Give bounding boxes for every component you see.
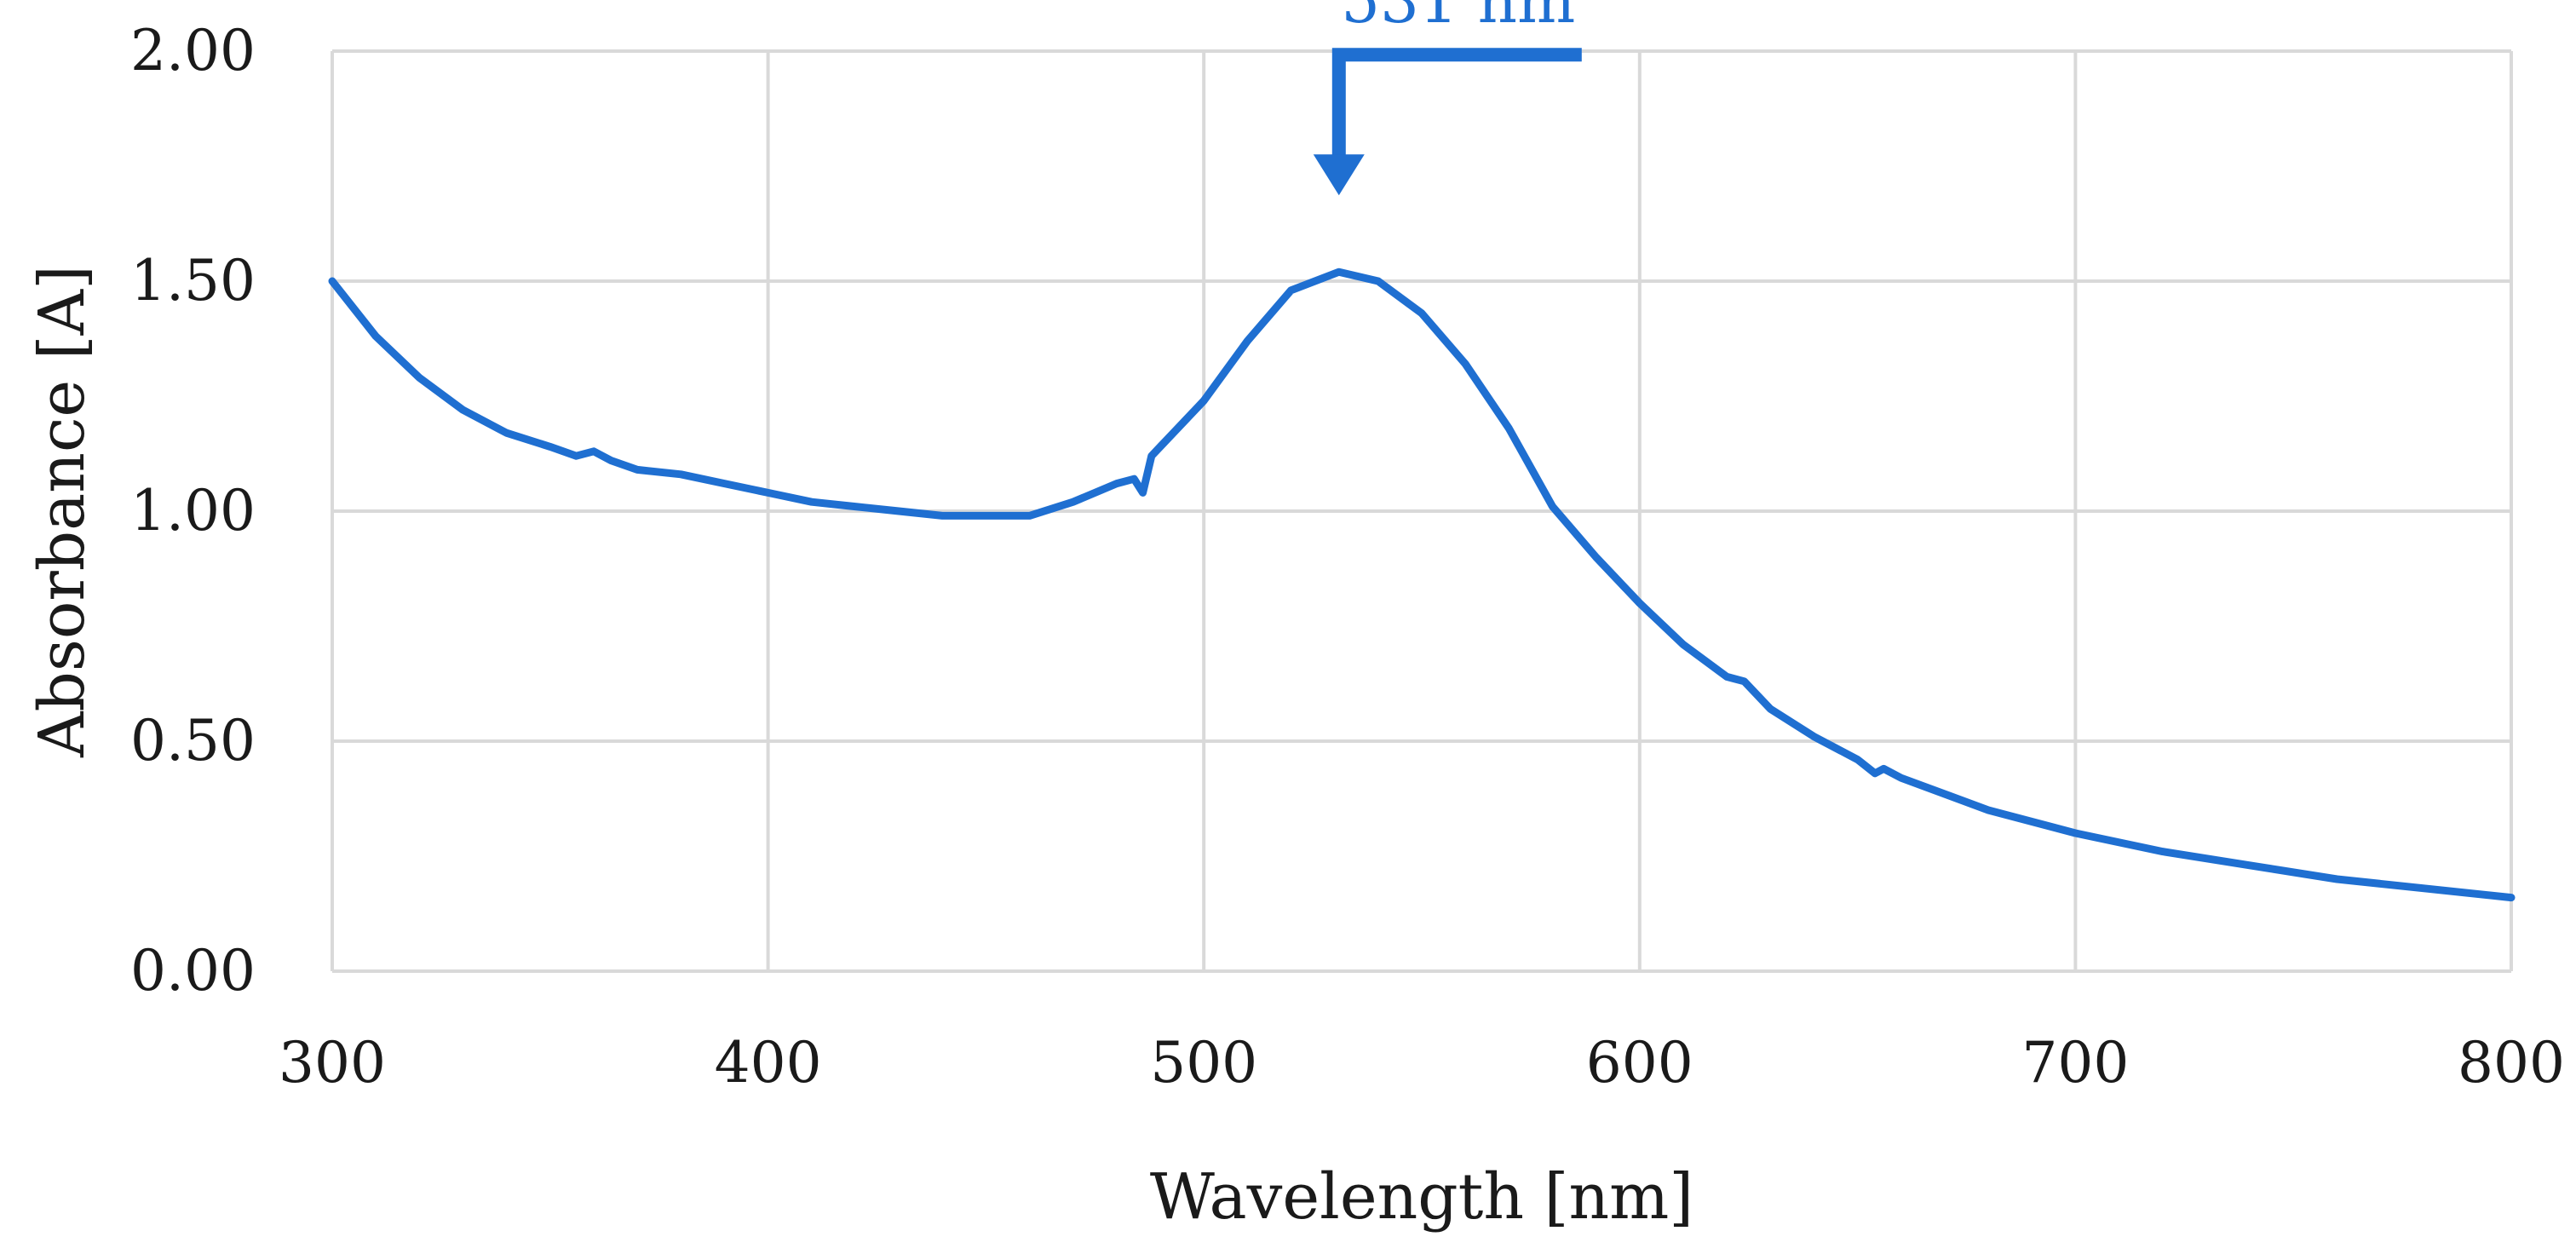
x-tick-label-300: 300 xyxy=(279,1030,386,1096)
y-tick-label-0.50: 0.50 xyxy=(130,708,256,774)
series-layer xyxy=(328,267,2516,902)
x-tick-label-400: 400 xyxy=(715,1030,822,1096)
y-tick-label-1.00: 1.00 xyxy=(130,478,256,544)
y-tick-label-2.00: 2.00 xyxy=(130,18,256,83)
annotation-arrowhead-0 xyxy=(1313,154,1365,196)
gridlines xyxy=(331,49,2513,973)
x-tick-label-500: 500 xyxy=(1150,1030,1257,1096)
annotation-layer: 531 nm xyxy=(1313,0,1582,196)
x-tick-label-800: 800 xyxy=(2458,1030,2565,1096)
annotation-arrow-0 xyxy=(1331,48,1582,162)
x-tick-label-700: 700 xyxy=(2021,1030,2129,1096)
x-axis-title: Wavelength [nm] xyxy=(1150,1160,1693,1234)
tick-labels: 300 400 500 600 700 800 0.00 0.50 1.00 1.50 2.00 xyxy=(130,18,2565,1096)
y-axis-title: Absorbance [A] xyxy=(26,265,99,758)
series-line-0 xyxy=(328,267,2516,902)
y-tick-label-1.50: 1.50 xyxy=(130,248,256,314)
x-tick-label-600: 600 xyxy=(1586,1030,1693,1096)
y-tick-label-0.00: 0.00 xyxy=(130,938,256,1004)
annotation-label-0: 531 nm xyxy=(1341,0,1575,37)
